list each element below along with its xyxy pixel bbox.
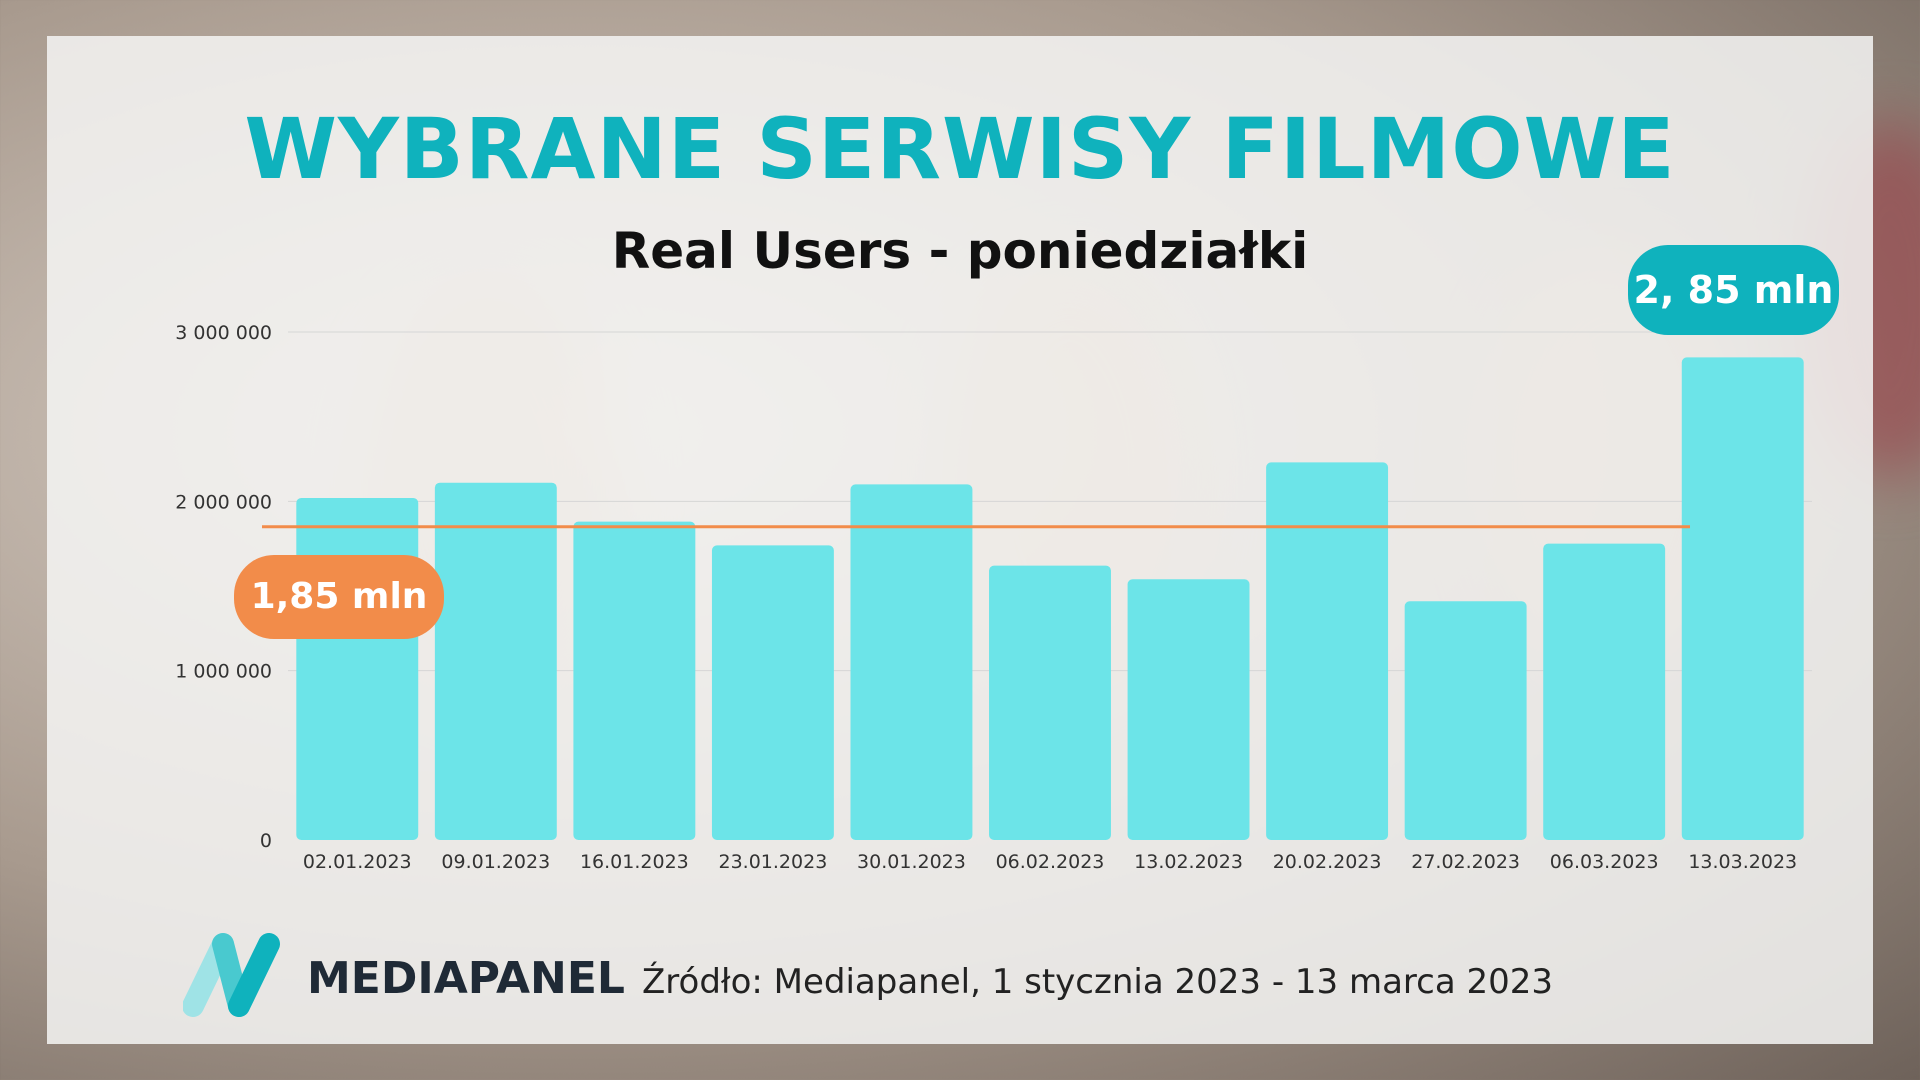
mediapanel-logo xyxy=(183,933,280,1017)
x-tick-label: 13.03.2023 xyxy=(1688,851,1797,873)
chart-title: WYBRANE SERWISY FILMOWE xyxy=(244,100,1676,198)
brand-name: MEDIAPANEL xyxy=(307,953,625,1004)
bar xyxy=(573,521,696,840)
x-tick-label: 16.01.2023 xyxy=(580,851,689,873)
average-callout: 1,85 mln xyxy=(234,555,444,639)
x-tick-label: 23.01.2023 xyxy=(719,851,828,873)
y-tick-label: 0 xyxy=(260,830,272,852)
x-tick-label: 27.02.2023 xyxy=(1411,851,1520,873)
bar xyxy=(711,545,834,840)
x-tick-label: 13.02.2023 xyxy=(1134,851,1243,873)
x-tick-label: 30.01.2023 xyxy=(857,851,966,873)
x-tick-label: 02.01.2023 xyxy=(303,851,412,873)
x-tick-label: 09.01.2023 xyxy=(441,851,550,873)
y-tick-label: 1 000 000 xyxy=(175,661,272,683)
bar xyxy=(434,482,557,840)
bar xyxy=(1404,601,1527,840)
bar xyxy=(1127,579,1250,840)
bar xyxy=(1681,357,1804,840)
y-tick-label: 2 000 000 xyxy=(175,491,272,513)
x-tick-label: 20.02.2023 xyxy=(1273,851,1382,873)
bar xyxy=(1266,462,1389,840)
bar xyxy=(989,565,1111,840)
source-note: Źródło: Mediapanel, 1 stycznia 2023 - 13… xyxy=(642,962,1554,1002)
y-tick-label: 3 000 000 xyxy=(175,322,272,344)
chart-subtitle: Real Users - poniedziałki xyxy=(611,222,1309,280)
bar xyxy=(296,497,419,840)
max-callout: 2, 85 mln xyxy=(1628,245,1839,335)
bar xyxy=(1543,543,1666,840)
x-tick-label: 06.03.2023 xyxy=(1550,851,1659,873)
x-tick-label: 06.02.2023 xyxy=(996,851,1105,873)
bar xyxy=(850,484,973,840)
